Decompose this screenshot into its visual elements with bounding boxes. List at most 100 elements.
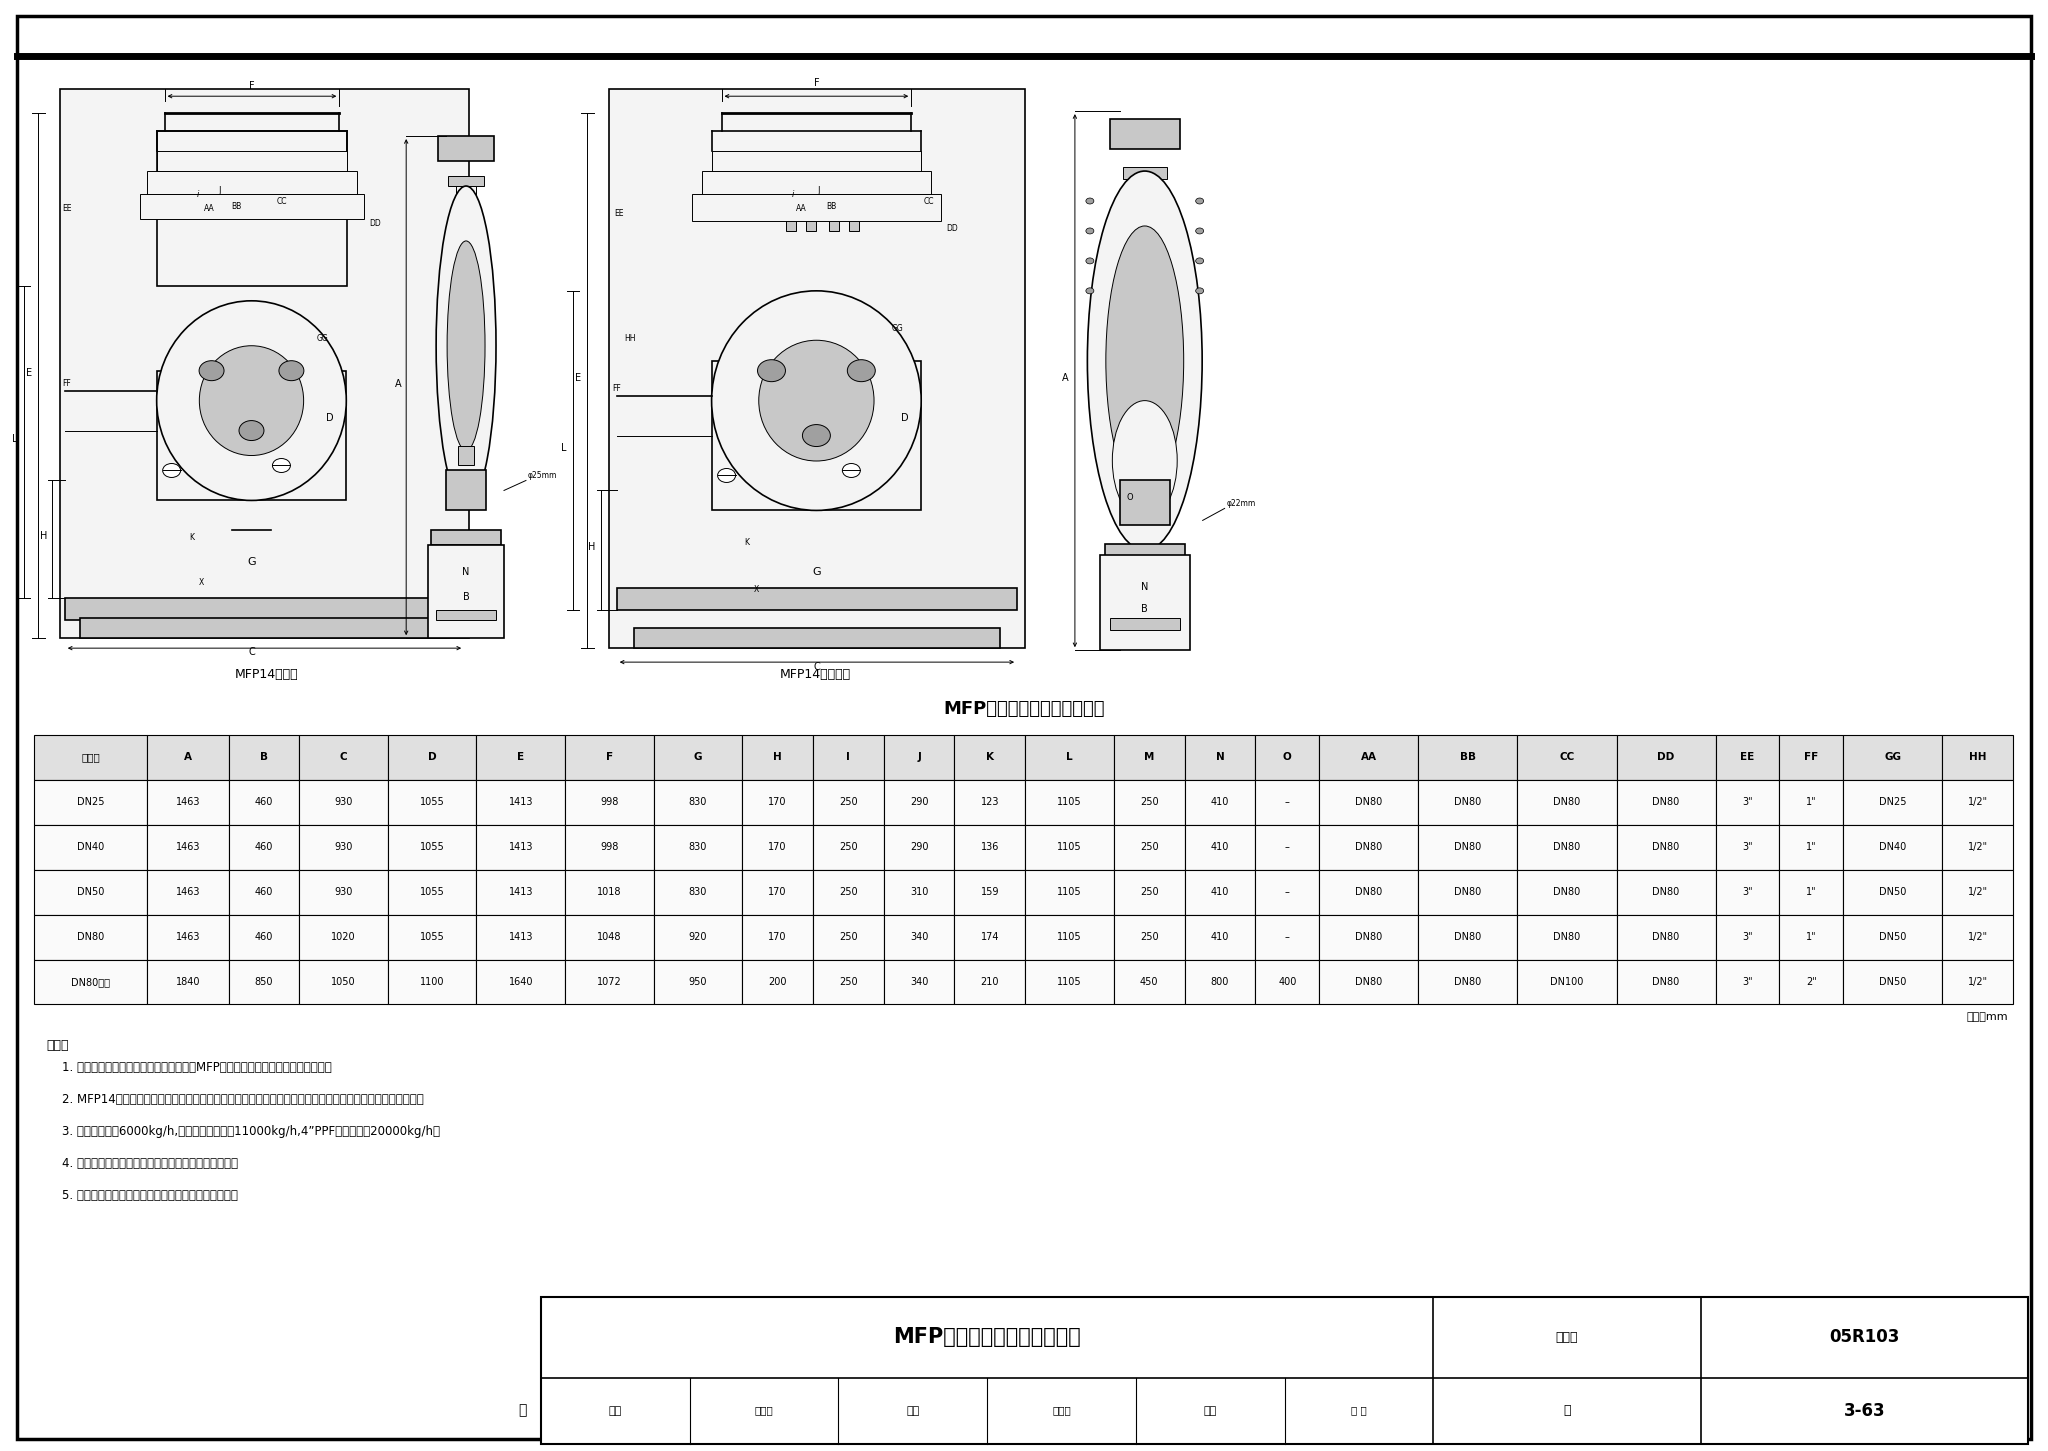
Text: C: C [340,753,348,762]
Bar [147,914,229,959]
Ellipse shape [1196,228,1204,234]
Text: –: – [1284,887,1290,897]
Bar [1026,824,1114,869]
Text: H: H [41,531,47,541]
Text: 250: 250 [1141,932,1159,942]
Text: 400: 400 [1278,977,1296,987]
Text: 250: 250 [1141,842,1159,852]
Text: BB: BB [825,202,836,210]
Text: 250: 250 [1141,798,1159,807]
Text: DN80: DN80 [1653,842,1679,852]
Bar [477,914,565,959]
Bar [229,914,299,959]
Bar [1026,869,1114,914]
Ellipse shape [272,459,291,473]
Bar [1518,959,1616,1004]
Bar [1026,736,1114,779]
Text: DN80: DN80 [1552,798,1581,807]
Text: AA: AA [797,205,807,213]
Bar [147,736,229,779]
Ellipse shape [1196,197,1204,205]
Bar [1114,869,1184,914]
Ellipse shape [1085,197,1094,205]
Text: 1": 1" [1806,887,1817,897]
Bar [1110,618,1180,630]
Bar [1843,736,1942,779]
Text: 3. 单泵最大排量6000kg/h,组合双泵最大排量11000kg/h,4”PPF泵最大排量20000kg/h。: 3. 单泵最大排量6000kg/h,组合双泵最大排量11000kg/h,4”PP… [61,1125,440,1138]
Text: 石 英: 石 英 [1352,1406,1366,1416]
Bar [813,914,883,959]
Bar [565,736,653,779]
Bar [1419,959,1518,1004]
Bar [1942,959,2013,1004]
Text: E: E [575,373,582,383]
Bar [1255,824,1319,869]
Text: G: G [694,753,702,762]
Text: D: D [326,412,334,422]
Text: 460: 460 [254,842,272,852]
Text: 170: 170 [768,932,786,942]
Bar [741,914,813,959]
Text: 1463: 1463 [176,798,201,807]
Bar [1780,914,1843,959]
Bar [850,202,860,231]
Text: DN80: DN80 [1552,887,1581,897]
Bar [807,202,817,231]
Bar [1942,779,2013,824]
Bar [35,824,147,869]
Text: K: K [188,534,195,543]
Text: O: O [1126,493,1133,502]
Bar [1942,736,2013,779]
Text: E: E [27,367,33,377]
Text: DN25: DN25 [1878,798,1907,807]
Bar [1255,736,1319,779]
Bar [1616,736,1716,779]
Bar [1716,779,1780,824]
Bar [156,370,346,501]
Bar [387,824,477,869]
Text: BB: BB [231,202,242,210]
Bar [565,869,653,914]
Bar [1184,959,1255,1004]
Bar [1518,824,1616,869]
Text: 250: 250 [840,887,858,897]
Bar [1255,869,1319,914]
Bar [1319,736,1419,779]
Ellipse shape [156,300,346,501]
Ellipse shape [758,340,874,461]
Ellipse shape [717,469,735,483]
Text: B: B [463,592,469,602]
Bar [1518,736,1616,779]
Text: B: B [1141,604,1149,614]
Ellipse shape [199,361,223,380]
Bar [1716,959,1780,1004]
Bar [954,779,1026,824]
Text: 1055: 1055 [420,932,444,942]
Text: 250: 250 [1141,887,1159,897]
Text: 泵口径: 泵口径 [82,753,100,762]
Text: 1/2": 1/2" [1968,842,1989,852]
Text: 920: 920 [688,932,707,942]
Ellipse shape [1112,400,1178,521]
Bar [147,171,356,194]
Ellipse shape [436,186,496,505]
Text: 250: 250 [840,798,858,807]
Text: 1413: 1413 [508,798,532,807]
Bar [954,959,1026,1004]
Text: DN80: DN80 [1356,842,1382,852]
Ellipse shape [711,290,922,511]
Text: CC: CC [1559,753,1575,762]
Bar [299,779,387,824]
Bar [387,959,477,1004]
Text: HH: HH [625,334,635,342]
Text: 3": 3" [1743,977,1753,987]
Text: DN80: DN80 [1653,798,1679,807]
Bar [1616,779,1716,824]
Text: –: – [1284,932,1290,942]
Text: G: G [248,557,256,567]
Text: 1463: 1463 [176,842,201,852]
Text: 1413: 1413 [508,932,532,942]
Bar [1716,914,1780,959]
Text: DN80: DN80 [1356,887,1382,897]
Bar [35,779,147,824]
